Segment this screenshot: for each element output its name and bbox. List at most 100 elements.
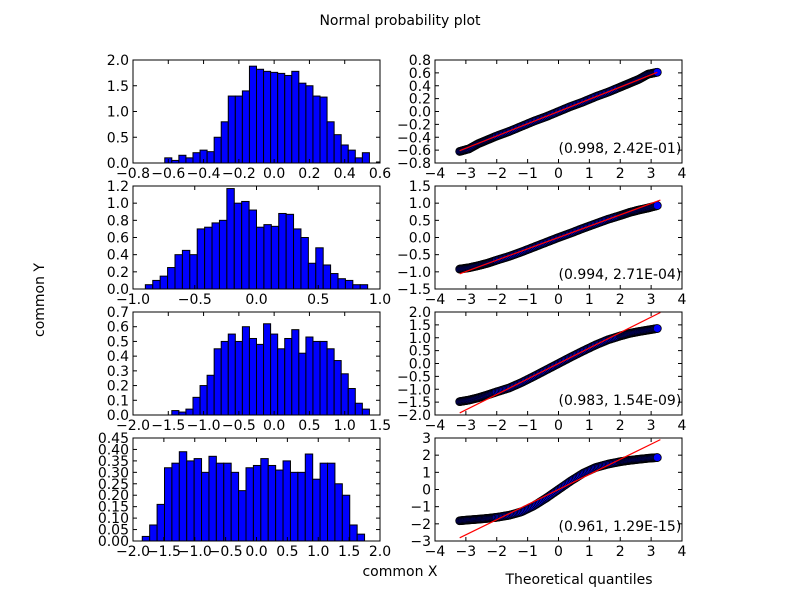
fit-annotation: (0.994, 2.71E-04) bbox=[559, 267, 682, 283]
histogram-bar bbox=[215, 462, 225, 541]
histogram-bar bbox=[208, 455, 217, 541]
x-tick-label: −4 bbox=[425, 544, 446, 560]
x-tick-label: −1.5 bbox=[147, 544, 181, 560]
qq-point bbox=[652, 324, 662, 333]
fit-annotation: (0.998, 2.42E-01) bbox=[559, 141, 682, 157]
histogram-bar bbox=[326, 348, 335, 415]
histogram-bar bbox=[307, 262, 317, 289]
histogram-bar bbox=[278, 212, 287, 289]
histogram-bar bbox=[178, 154, 187, 163]
histogram-bar bbox=[312, 478, 321, 541]
x-tick-label: 2.0 bbox=[369, 544, 391, 560]
histogram-bar bbox=[284, 74, 293, 163]
y-tick-label: 1.5 bbox=[107, 79, 129, 95]
y-tick-label: 0.5 bbox=[107, 130, 129, 146]
histogram-bar bbox=[201, 471, 210, 541]
figure-title: Normal probability plot bbox=[319, 13, 481, 29]
histogram-bar bbox=[322, 264, 332, 289]
y-tick-label: 0 bbox=[422, 483, 431, 499]
y-tick-label: 3 bbox=[422, 431, 431, 447]
y-tick-label: 2.0 bbox=[107, 53, 129, 69]
histogram-bar bbox=[260, 458, 269, 541]
histogram-bar bbox=[300, 237, 309, 289]
x-tick-label: 1.0 bbox=[307, 544, 329, 560]
histogram-bar bbox=[256, 68, 265, 163]
y-tick-label: 0.5 bbox=[409, 213, 431, 229]
plot-content bbox=[141, 451, 366, 541]
y-tick-label: 0.2 bbox=[107, 379, 129, 395]
histogram-bar bbox=[330, 273, 339, 289]
y-tick-label: 0.5 bbox=[409, 344, 431, 360]
histogram-bar bbox=[270, 333, 279, 415]
plot-content bbox=[171, 323, 370, 415]
x-tick-label: −2 bbox=[486, 166, 507, 182]
qq-point bbox=[652, 67, 662, 77]
x-tick-label: 4 bbox=[678, 544, 687, 560]
y-tick-label: −0.6 bbox=[397, 143, 431, 159]
x-tick-label: −2.0 bbox=[116, 418, 150, 434]
x-tick-label: 0 bbox=[554, 418, 563, 434]
histogram-bar bbox=[277, 72, 286, 163]
y-tick-label: −0.5 bbox=[397, 369, 431, 385]
y-tick-label: 0.7 bbox=[107, 305, 129, 321]
plot-content bbox=[455, 312, 662, 414]
histogram-bar bbox=[297, 471, 306, 541]
histogram-bar bbox=[333, 360, 342, 415]
y-tick-label: 0.0 bbox=[107, 282, 129, 298]
axes-frame bbox=[132, 311, 381, 416]
y-tick-label: 0.4 bbox=[107, 248, 129, 264]
x-tick-label: −2 bbox=[486, 418, 507, 434]
x-tick-label: 1 bbox=[585, 166, 594, 182]
x-tick-label: −0.5 bbox=[178, 292, 212, 308]
y-tick-label: −1 bbox=[410, 500, 431, 516]
x-tick-label: −2 bbox=[486, 544, 507, 560]
y-tick-label: 0.30 bbox=[98, 465, 129, 481]
histogram-bar bbox=[333, 134, 342, 163]
y-tick-label: 0.6 bbox=[107, 320, 129, 336]
x-tick-label: −4 bbox=[425, 418, 446, 434]
x-tick-label: 4 bbox=[678, 418, 687, 434]
y-tick-label: 0.2 bbox=[409, 92, 431, 108]
histogram-bar bbox=[213, 348, 222, 415]
histogram-bar bbox=[319, 340, 328, 415]
x-tick-label: −1.0 bbox=[187, 418, 221, 434]
histogram-bar bbox=[241, 326, 250, 415]
histogram-bar bbox=[293, 228, 302, 289]
y-tick-label: −1.5 bbox=[397, 282, 431, 298]
plot-content bbox=[144, 188, 369, 289]
qq-panel-2: (0.994, 2.71E-04) −4 −3 −2 −1 0 1 2 3 4 −1.5−1.0−0… bbox=[397, 179, 687, 308]
x-tick-label: −3 bbox=[456, 166, 477, 182]
histogram-bar bbox=[349, 524, 358, 541]
histogram-panel-1: −0.8 −0.6 −0.4 −0.2 0.0 0.2 0.4 0.6 0.0 0.5 1.0 1.5… bbox=[107, 53, 391, 182]
histogram-bar bbox=[359, 284, 369, 289]
y-tick-label: 0.1 bbox=[107, 393, 129, 409]
y-tick-label: 0.35 bbox=[98, 454, 129, 470]
x-tick-label: 1.0 bbox=[369, 292, 391, 308]
plot-content bbox=[164, 65, 380, 163]
y-tick-label: 0.00 bbox=[98, 534, 129, 550]
histogram-bar bbox=[256, 226, 265, 289]
histogram-bar bbox=[174, 254, 183, 289]
x-tick-label: 2 bbox=[616, 166, 625, 182]
y-tick-label: 0.0 bbox=[107, 408, 129, 424]
x-tick-label: 1 bbox=[585, 544, 594, 560]
x-tick-label: −4 bbox=[425, 292, 446, 308]
histogram-bar bbox=[248, 337, 257, 415]
histogram-bar bbox=[252, 464, 262, 541]
x-tick-label: −0.8 bbox=[116, 166, 150, 182]
x-tick-label: −1 bbox=[517, 544, 538, 560]
histogram-bar bbox=[326, 121, 335, 163]
qq-panel-3: (0.983, 1.54E-09) −4 −3 −2 −1 0 1 2 3 4 −2.0−1.5−1… bbox=[397, 305, 687, 434]
x-tick-label: 0 bbox=[554, 166, 563, 182]
histogram-bar bbox=[213, 136, 222, 163]
histogram-bar bbox=[223, 462, 232, 541]
histogram-bar bbox=[248, 65, 257, 163]
histogram-bar bbox=[181, 249, 191, 289]
histogram-bar bbox=[192, 396, 201, 415]
histogram-bar bbox=[167, 267, 176, 289]
histogram-bar bbox=[159, 275, 169, 289]
x-tick-label: 0.5 bbox=[307, 292, 329, 308]
histogram-bar bbox=[340, 373, 349, 415]
common-y-label: common Y bbox=[32, 263, 48, 337]
histogram-bar bbox=[234, 340, 243, 415]
